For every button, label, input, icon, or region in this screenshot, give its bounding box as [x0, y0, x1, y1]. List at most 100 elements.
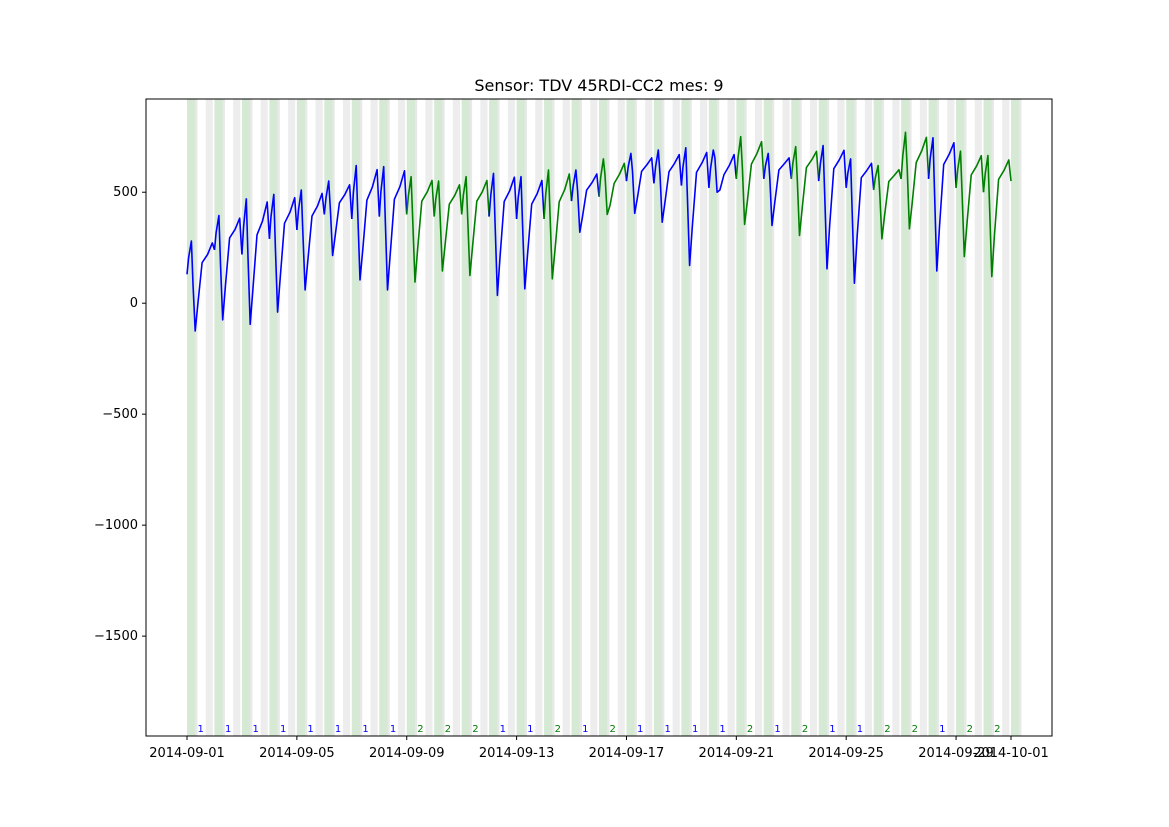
band-gray	[452, 99, 461, 736]
band-green	[516, 99, 525, 736]
day-class-label: 1	[719, 724, 725, 735]
band-gray	[919, 99, 927, 736]
band-gray	[387, 99, 390, 736]
band-gray	[397, 99, 406, 736]
series-segment	[680, 147, 710, 267]
band-gray	[535, 99, 543, 736]
band-green	[653, 99, 663, 736]
band-green	[626, 99, 635, 736]
band-gray	[579, 99, 582, 736]
band-gray	[233, 99, 241, 736]
band-gray	[607, 99, 610, 736]
series-segment	[213, 214, 243, 321]
band-gray	[645, 99, 653, 736]
series-segment	[351, 164, 381, 281]
band-gray	[343, 99, 351, 736]
band-gray	[305, 99, 308, 736]
series-segment	[982, 154, 1012, 278]
series-segment	[790, 145, 820, 237]
day-class-label: 1	[939, 724, 945, 735]
band-green	[818, 99, 827, 736]
day-class-label: 2	[747, 724, 753, 735]
band-gray	[717, 99, 720, 736]
series-segment	[570, 169, 600, 233]
y-tick-label: −1000	[94, 518, 138, 533]
band-green	[599, 99, 608, 736]
day-class-label: 2	[912, 724, 918, 735]
band-gray	[414, 99, 418, 736]
band-gray	[892, 99, 900, 736]
series-segment	[460, 175, 490, 277]
day-night-bands	[187, 99, 1022, 736]
series-segment	[296, 189, 326, 291]
band-gray	[991, 99, 994, 736]
band-green	[351, 99, 361, 736]
band-gray	[288, 99, 296, 736]
day-class-label: 2	[445, 724, 451, 735]
series-segment	[735, 135, 765, 226]
day-class-label: 2	[994, 724, 1000, 735]
series-segment	[515, 175, 545, 290]
band-green	[873, 99, 882, 736]
band-gray	[744, 99, 747, 736]
x-axis: 2014-09-01 2014-09-05 2014-09-09 2014-09-13…	[149, 736, 1049, 761]
band-gray	[497, 99, 500, 736]
band-green	[956, 99, 965, 736]
series-segment	[405, 175, 435, 283]
day-class-label: 1	[307, 724, 313, 735]
band-green	[571, 99, 580, 736]
band-gray	[755, 99, 763, 736]
band-green	[708, 99, 718, 736]
day-class-label: 2	[610, 724, 616, 735]
band-gray	[469, 99, 473, 736]
band-green	[928, 99, 937, 736]
band-gray	[425, 99, 433, 736]
series-segment	[708, 149, 738, 193]
band-green	[489, 99, 498, 736]
y-axis: 500 0 −500 −1000 −1500	[94, 185, 146, 644]
band-gray	[700, 99, 708, 736]
band-gray	[315, 99, 323, 736]
band-gray	[947, 99, 955, 736]
day-class-label: 2	[884, 724, 890, 735]
series-segment	[323, 180, 353, 257]
band-green	[379, 99, 388, 736]
band-gray	[826, 99, 830, 736]
day-class-label: 1	[500, 724, 506, 735]
series-segment	[433, 180, 463, 272]
band-green	[681, 99, 690, 736]
band-gray	[222, 99, 225, 736]
series-segment	[241, 198, 271, 326]
series-segment	[625, 152, 655, 215]
band-green	[214, 99, 223, 736]
band-gray	[250, 99, 253, 736]
band-gray	[672, 99, 680, 736]
band-gray	[727, 99, 735, 736]
day-class-label: 1	[692, 724, 698, 735]
band-gray	[837, 99, 845, 736]
band-gray	[864, 99, 873, 736]
x-tick-label: 2014-10-01	[973, 746, 1049, 761]
band-green	[1011, 99, 1020, 736]
band-gray	[277, 99, 280, 736]
day-class-label: 1	[582, 724, 588, 735]
y-tick-label: 500	[113, 185, 138, 200]
band-gray	[590, 99, 598, 736]
band-gray	[260, 99, 268, 736]
band-gray	[205, 99, 213, 736]
band-gray	[634, 99, 637, 736]
day-class-label: 2	[802, 724, 808, 735]
series-segment	[488, 172, 518, 297]
series-segment	[378, 165, 408, 291]
band-gray	[195, 99, 198, 736]
band-green	[296, 99, 306, 736]
series-segment	[598, 158, 628, 216]
y-tick-label: 0	[130, 296, 138, 311]
band-gray	[799, 99, 802, 736]
day-class-label: 1	[362, 724, 368, 735]
band-gray	[562, 99, 570, 736]
day-class-label: 1	[829, 724, 835, 735]
day-class-label: 1	[198, 724, 204, 735]
series-segment	[955, 150, 985, 258]
series-segment	[186, 240, 216, 332]
